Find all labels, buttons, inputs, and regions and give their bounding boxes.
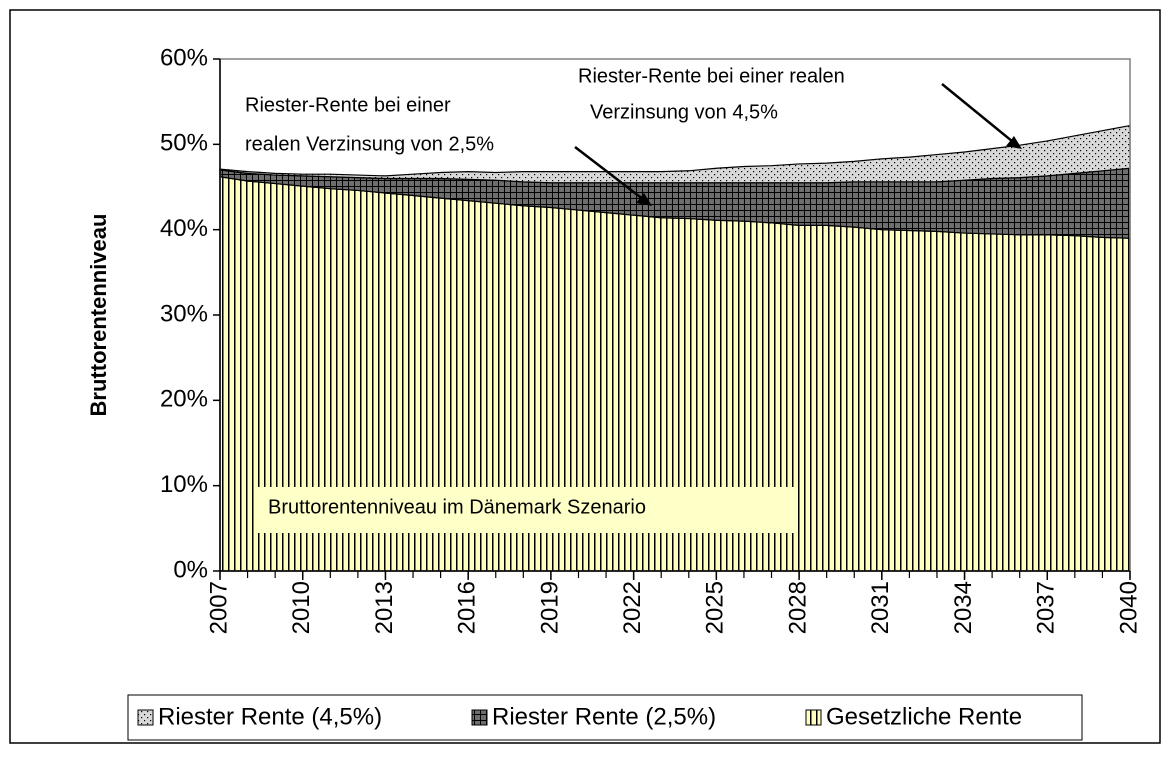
- x-tick-label: 2007: [205, 581, 232, 634]
- legend-label: Riester Rente (2,5%): [492, 703, 716, 730]
- annotation: Riester-Rente bei einer realen: [578, 65, 845, 87]
- x-tick-label: 2025: [702, 581, 729, 634]
- legend-swatch: [137, 709, 154, 726]
- annotation-arrow: [941, 83, 1019, 147]
- y-axis-label: Bruttorentenniveau: [86, 214, 111, 417]
- annotation: Riester-Rente bei einer: [245, 94, 451, 116]
- x-tick-label: 2031: [867, 581, 894, 634]
- legend-swatch: [805, 709, 822, 726]
- x-tick-label: 2034: [950, 581, 977, 634]
- arrow-head: [1006, 136, 1022, 149]
- y-tick-label: 0%: [173, 556, 208, 583]
- y-tick-label: 30%: [160, 300, 208, 327]
- x-tick-label: 2037: [1033, 581, 1060, 634]
- x-tick-label: 2016: [454, 581, 481, 634]
- x-tick-label: 2019: [536, 581, 563, 634]
- y-tick-label: 50%: [160, 130, 208, 157]
- annotation-arrow: [574, 146, 649, 204]
- x-tick-label: 2028: [784, 581, 811, 634]
- annotation: realen Verzinsung von 2,5%: [245, 133, 494, 155]
- y-tick-label: 40%: [160, 215, 208, 242]
- legend-label: Gesetzliche Rente: [826, 703, 1022, 730]
- y-tick-label: 60%: [160, 44, 208, 71]
- legend: [127, 694, 1083, 741]
- annotation: Bruttorentenniveau im Dänemark Szenario: [268, 496, 646, 518]
- arrow-head: [636, 193, 652, 206]
- x-tick-label: 2022: [619, 581, 646, 634]
- x-tick-label: 2013: [371, 581, 398, 634]
- legend-swatch: [471, 709, 488, 726]
- legend-label: Riester Rente (4,5%): [158, 703, 382, 730]
- annotation-box: [258, 487, 797, 533]
- x-tick-label: 2010: [288, 581, 315, 634]
- x-tick-label: 2040: [1115, 581, 1142, 634]
- annotation: Verzinsung von 4,5%: [590, 101, 778, 123]
- y-tick-label: 20%: [160, 386, 208, 413]
- y-tick-label: 10%: [160, 471, 208, 498]
